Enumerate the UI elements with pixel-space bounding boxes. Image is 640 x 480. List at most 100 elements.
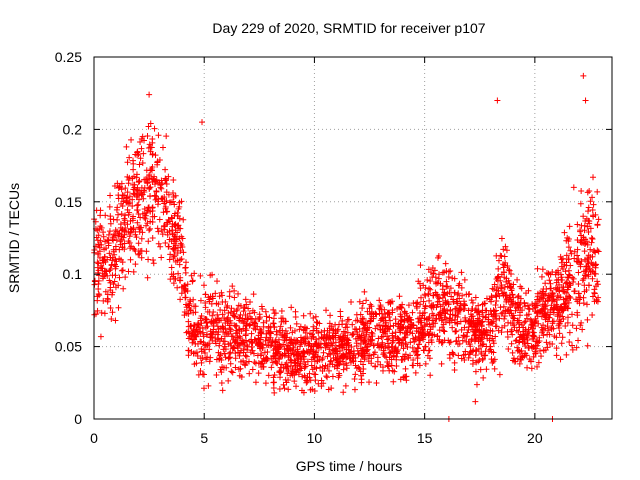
data-point (500, 261, 507, 268)
data-point (126, 154, 133, 161)
data-point (120, 285, 127, 292)
data-point (318, 377, 325, 384)
data-point (440, 327, 447, 334)
data-point (293, 320, 300, 327)
data-point (458, 284, 465, 291)
data-point (313, 319, 320, 326)
data-point (377, 326, 384, 333)
data-point (424, 276, 431, 283)
data-point (512, 338, 519, 345)
data-point (594, 281, 601, 288)
data-point (121, 231, 128, 238)
data-point (565, 235, 572, 242)
data-point (169, 215, 176, 222)
data-point (129, 196, 136, 203)
data-point (105, 231, 112, 238)
data-point (249, 366, 256, 373)
data-point (184, 288, 191, 295)
data-point (530, 332, 537, 339)
data-point (397, 327, 404, 334)
data-point (520, 336, 526, 343)
data-point (350, 358, 357, 365)
data-point (430, 304, 437, 311)
data-point (205, 382, 212, 389)
data-point (525, 305, 532, 312)
data-point (443, 278, 450, 285)
data-point (435, 275, 442, 282)
data-point (378, 334, 385, 341)
data-point (475, 338, 482, 345)
data-point (577, 238, 584, 245)
data-point (577, 263, 584, 270)
data-point (352, 362, 359, 369)
data-point (222, 298, 229, 305)
data-point (458, 269, 465, 276)
data-point (159, 231, 166, 238)
data-point (571, 288, 578, 295)
data-point (132, 151, 139, 158)
data-point (310, 333, 317, 340)
data-point (219, 387, 226, 394)
data-point (555, 322, 562, 329)
data-point (265, 337, 272, 344)
data-point (190, 350, 197, 357)
x-tick-label: 10 (307, 430, 323, 446)
data-point (268, 364, 275, 371)
data-point (569, 346, 576, 353)
data-point (336, 347, 343, 354)
data-point (314, 319, 321, 326)
data-point (468, 313, 475, 320)
data-point (492, 302, 499, 309)
data-point (414, 360, 421, 367)
data-point (224, 302, 231, 309)
data-point (237, 365, 244, 372)
data-point (342, 350, 349, 357)
data-point (568, 250, 575, 257)
data-point (302, 324, 309, 331)
x-axis-label: GPS time / hours (296, 458, 403, 474)
data-point (407, 324, 414, 331)
data-point (136, 228, 143, 235)
data-point (398, 305, 405, 312)
data-point (539, 329, 546, 336)
data-point (583, 215, 590, 222)
data-point (248, 330, 255, 337)
data-point (148, 167, 155, 174)
data-point (476, 319, 483, 326)
data-point (106, 203, 113, 210)
data-point (149, 204, 156, 211)
data-point (174, 212, 181, 219)
data-point (133, 174, 140, 181)
data-point (585, 229, 592, 236)
data-point (584, 316, 591, 323)
data-point (390, 322, 397, 329)
data-point (379, 341, 386, 348)
data-point (282, 318, 289, 325)
data-point (245, 305, 252, 312)
data-point (313, 348, 320, 355)
data-point (244, 343, 251, 350)
data-point (135, 247, 142, 254)
data-point (101, 267, 108, 274)
data-point (273, 359, 280, 366)
data-point (355, 350, 362, 357)
data-point (258, 358, 265, 365)
data-point (414, 351, 421, 358)
data-point (174, 257, 181, 264)
data-point (493, 316, 500, 323)
data-point (354, 331, 361, 338)
data-point (492, 333, 499, 340)
data-point (307, 386, 314, 393)
data-point (370, 342, 377, 349)
data-point (320, 380, 327, 387)
data-point (281, 352, 288, 359)
data-point (489, 359, 496, 366)
data-point (585, 273, 592, 280)
data-point (135, 179, 142, 186)
data-point (197, 272, 204, 279)
data-point (592, 264, 599, 271)
data-point (157, 184, 164, 191)
data-point (273, 328, 280, 335)
data-point (297, 365, 304, 372)
data-point (146, 185, 153, 192)
